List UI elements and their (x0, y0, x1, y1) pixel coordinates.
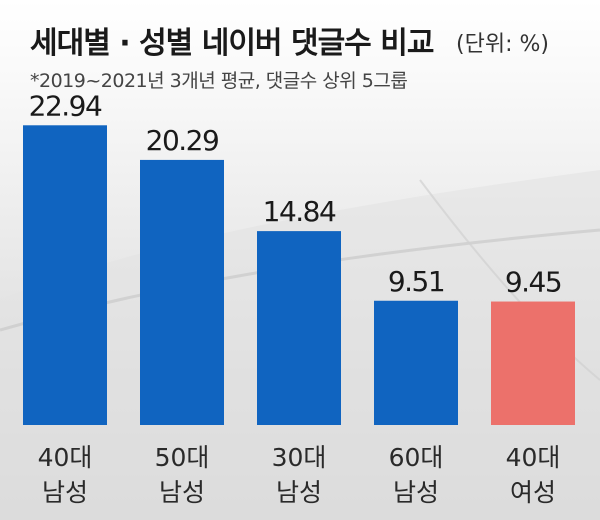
category-age-label: 40대 (506, 443, 561, 472)
bar (491, 301, 575, 425)
bar (374, 300, 458, 425)
unit-label: (단위: %) (456, 32, 549, 57)
bar-value-label: 14.84 (263, 195, 336, 228)
bar-value-label: 9.45 (505, 266, 561, 299)
chart-title: 세대별 · 성별 네이버 댓글수 비교 (30, 26, 434, 61)
chart-subtitle: *2019~2021년 3개년 평균, 댓글수 상위 5그룹 (30, 70, 408, 92)
category-gender-label: 여성 (510, 478, 556, 507)
bar-value-label: 22.94 (29, 89, 102, 122)
category-gender-label: 남성 (159, 478, 205, 507)
category-gender-label: 남성 (42, 478, 88, 507)
category-gender-label: 남성 (393, 478, 439, 507)
bar-value-label: 20.29 (146, 124, 219, 157)
category-gender-label: 남성 (276, 478, 322, 507)
bar (140, 159, 224, 426)
category-age-label: 50대 (155, 443, 210, 472)
bar (257, 231, 341, 425)
category-age-label: 30대 (272, 443, 327, 472)
bar-value-label: 9.51 (388, 265, 444, 298)
bar (23, 125, 107, 425)
category-age-label: 60대 (389, 443, 444, 472)
book-spine-line (419, 179, 600, 381)
category-age-label: 40대 (38, 443, 93, 472)
